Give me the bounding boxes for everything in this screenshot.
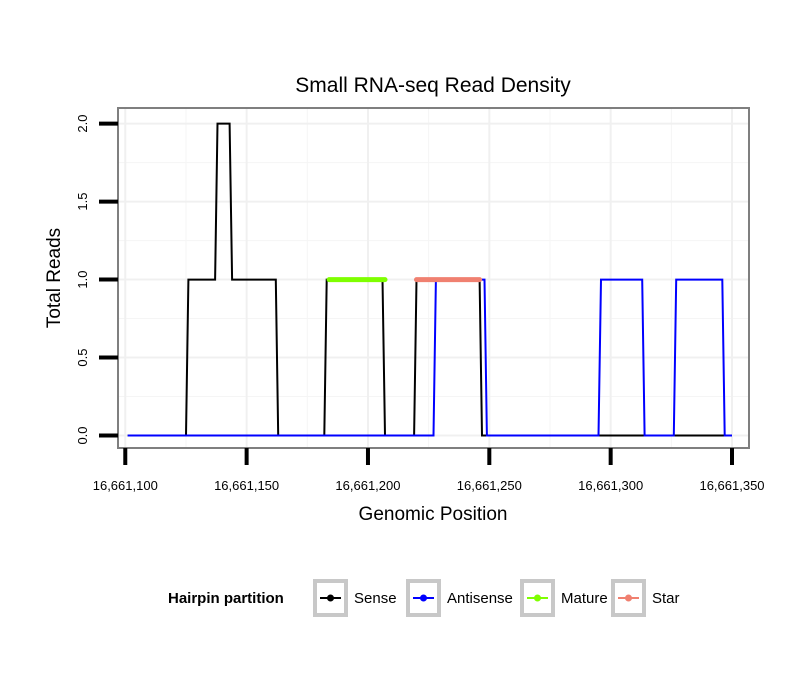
legend-item-sense: Sense: [313, 579, 397, 617]
legend-item-star: Star: [611, 579, 680, 617]
series-lines: [127, 122, 732, 437]
x-tick-label: 16,661,150: [214, 478, 279, 493]
x-tick-label: 16,661,200: [335, 478, 400, 493]
legend-label: Antisense: [447, 590, 513, 607]
legend-label: Star: [652, 590, 680, 607]
legend-label: Mature: [561, 590, 608, 607]
y-tick-label: 0.5: [75, 349, 90, 367]
x-tick-label: 16,661,350: [699, 478, 764, 493]
y-axis-title: Total Reads: [44, 228, 65, 328]
legend-label: Sense: [354, 590, 397, 607]
x-axis-title: Genomic Position: [359, 504, 508, 525]
x-tick-label: 16,661,100: [93, 478, 158, 493]
legend-key-dot: [327, 594, 334, 602]
legend-item-antisense: Antisense: [406, 579, 513, 617]
chart-title: Small RNA-seq Read Density: [295, 74, 571, 97]
x-tick-label: 16,661,300: [578, 478, 643, 493]
legend-key-dot: [625, 594, 632, 602]
x-tick-label: 16,661,250: [457, 478, 522, 493]
y-tick-label: 2.0: [75, 115, 90, 133]
legend-item-mature: Mature: [520, 579, 608, 617]
legend: Hairpin partition Sense Antisense Mature St…: [168, 579, 680, 617]
axes: 16,661,100 16,661,150 16,661,200 16,661,250…: [75, 115, 765, 493]
y-tick-label: 1.5: [75, 193, 90, 211]
legend-key-dot: [534, 594, 541, 602]
legend-key-dot: [420, 594, 427, 602]
legend-title: Hairpin partition: [168, 590, 284, 607]
y-tick-label: 0.0: [75, 426, 90, 444]
y-tick-label: 1.0: [75, 271, 90, 289]
